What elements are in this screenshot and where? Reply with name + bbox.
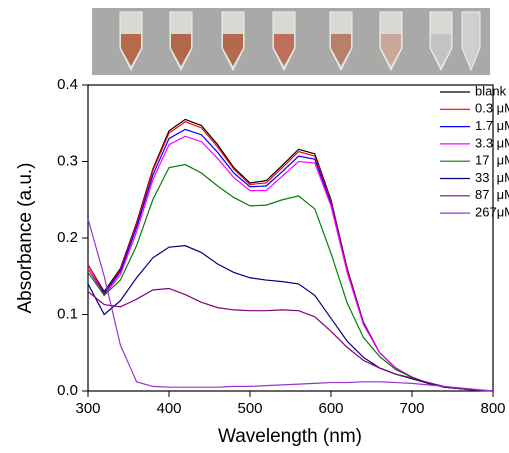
tube-liquid (171, 34, 191, 66)
tube-liquid (223, 34, 243, 66)
x-tick-label: 300 (75, 400, 100, 417)
legend-label: 33 μM (475, 170, 509, 185)
photo-strip (92, 8, 490, 75)
x-tick-label: 400 (156, 400, 181, 417)
legend-label: 1.7 μM (475, 118, 509, 133)
legend-label: 3.3 μM (475, 135, 509, 150)
tube-liquid (331, 34, 351, 66)
tubes (119, 11, 481, 72)
tube-liquid (121, 34, 141, 66)
y-axis-title: Absorbance (a.u.) (15, 162, 36, 313)
tube-liquid (274, 34, 294, 66)
plot-frame (87, 84, 494, 392)
x-axis-title: Wavelength (nm) (218, 426, 362, 447)
legend-label: 267μM (475, 205, 509, 220)
legend-label: 87 μM (475, 187, 509, 202)
y-tick-label: 0.4 (57, 76, 78, 93)
y-tick-label: 0.0 (57, 382, 78, 399)
legend-label: 0.3 μM (475, 101, 509, 116)
y-tick-label: 0.3 (57, 152, 78, 169)
legend-label: blank (475, 83, 507, 98)
x-tick-label: 700 (399, 400, 424, 417)
y-tick-label: 0.1 (57, 305, 78, 322)
tube-liquid (381, 34, 401, 66)
series-line (87, 121, 494, 392)
x-tick-label: 800 (480, 400, 505, 417)
series-line (87, 245, 494, 392)
legend-label: 17 μM (475, 153, 509, 168)
y-tick-label: 0.2 (57, 229, 78, 246)
tube (461, 11, 481, 72)
series-line (87, 218, 494, 392)
x-tick-label: 600 (318, 400, 343, 417)
series-line (87, 287, 494, 392)
tube-liquid (431, 34, 451, 66)
series-line (87, 163, 494, 392)
x-tick-label: 500 (237, 400, 262, 417)
